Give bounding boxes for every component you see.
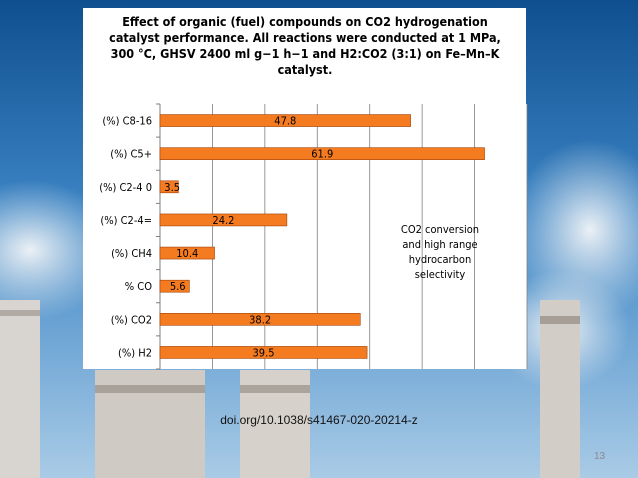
category-label: % CO [125, 280, 152, 293]
bar [159, 213, 288, 227]
chart-title-line: Effect of organic (fuel) compounds on CO… [122, 14, 488, 29]
category-label: (%) H2 [118, 346, 152, 359]
chart-title: Effect of organic (fuel) compounds on CO… [95, 14, 515, 78]
annotation-line: and high range [402, 238, 478, 251]
bar [159, 180, 179, 194]
category-label: (%) C2-4 0 [99, 181, 152, 194]
data-label: 47.8 [274, 115, 296, 128]
category-label: (%) C2-4= [100, 214, 152, 227]
chart-title-line: catalyst. [277, 62, 333, 77]
page-number: 13 [594, 451, 606, 462]
data-label: 3.5 [164, 181, 180, 194]
annotation-line: CO2 conversion [400, 223, 480, 236]
data-label: 61.9 [311, 148, 333, 161]
bar [159, 114, 411, 127]
data-label: 5.6 [170, 280, 186, 293]
bar [159, 279, 190, 293]
bar [159, 147, 485, 160]
chart-title-line: catalyst performance. All reactions were… [109, 30, 501, 45]
data-label: 10.4 [176, 247, 198, 260]
chart-annotation: CO2 conversion and high range hydrocarbo… [385, 222, 495, 282]
annotation-line: hydrocarbon [408, 253, 472, 266]
category-label: (%) C5+ [110, 148, 152, 161]
bar [159, 246, 215, 260]
bar [159, 346, 368, 359]
data-label: 38.2 [249, 313, 271, 326]
data-label: 24.2 [212, 214, 234, 227]
chart-title-line: 300 °C, GHSV 2400 ml g−1 h−1 and H2:CO2 … [110, 46, 500, 61]
annotation-line: selectivity [414, 268, 466, 281]
data-label: 39.5 [253, 346, 275, 359]
doi-citation: doi.org/10.1038/s41467-020-20214-z [220, 413, 418, 427]
category-label: (%) CH4 [111, 247, 152, 260]
category-label: (%) C8-16 [102, 115, 152, 128]
category-label: (%) CO2 [111, 313, 152, 326]
bar [159, 313, 361, 326]
